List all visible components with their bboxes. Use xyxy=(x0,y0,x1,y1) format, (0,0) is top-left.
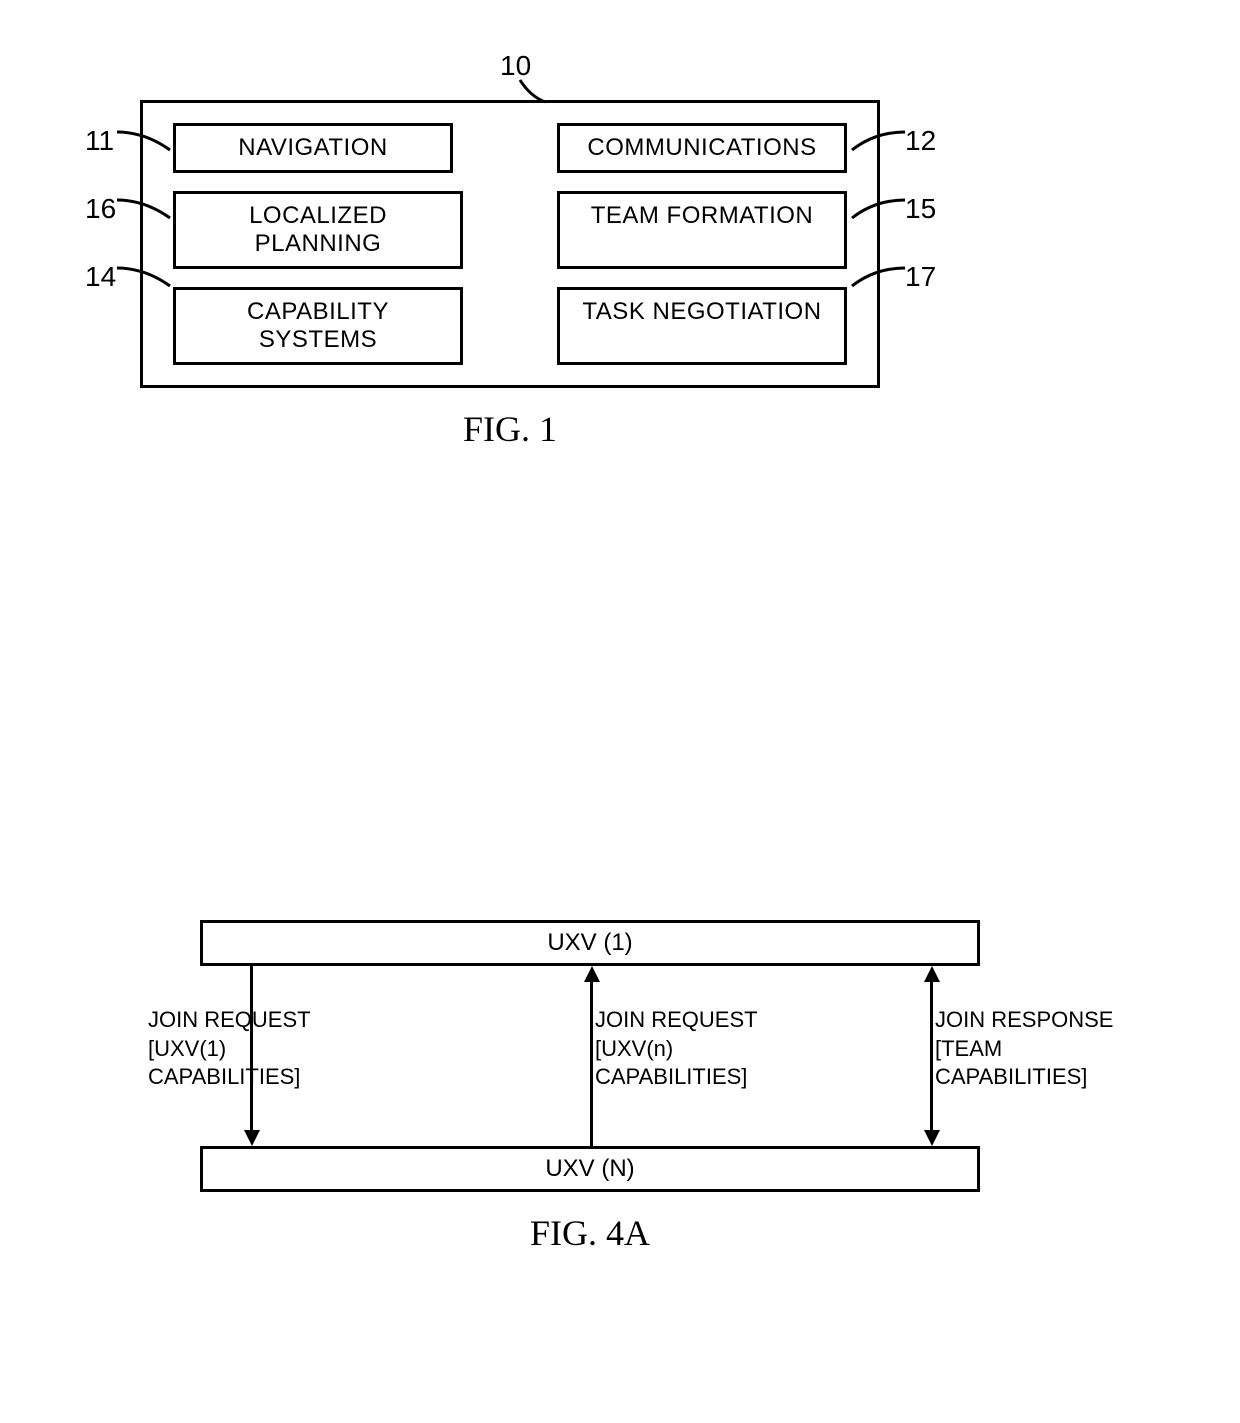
module-communications: COMMUNICATIONS xyxy=(557,123,847,173)
module-capability-systems: CAPABILITY SYSTEMS xyxy=(173,287,463,365)
msg3-line2: [TEAM xyxy=(935,1035,1145,1064)
msg1-line3: CAPABILITIES] xyxy=(148,1063,348,1092)
ref-label-17: 17 xyxy=(905,261,936,293)
fig1-row-3: CAPABILITY SYSTEMS TASK NEGOTIATION xyxy=(173,287,847,365)
arrow-head-2 xyxy=(584,966,600,982)
figure-1: 10 NAVIGATION COMMUNICATIONS LOCALIZED P… xyxy=(110,100,910,450)
module-team-formation: TEAM FORMATION xyxy=(557,191,847,269)
fig4a-top-bar: UXV (1) xyxy=(200,920,980,966)
msg3-line1: JOIN RESPONSE xyxy=(935,1006,1145,1035)
msg-join-request-1: JOIN REQUEST [UXV(1) CAPABILITIES] xyxy=(148,1006,348,1092)
arrow-head-1 xyxy=(244,1130,260,1146)
ref-label-10: 10 xyxy=(500,50,531,82)
arrow-join-response xyxy=(930,982,933,1130)
msg2-line1: JOIN REQUEST xyxy=(595,1006,805,1035)
msg1-line2: [UXV(1) xyxy=(148,1035,348,1064)
arrow-head-3-down xyxy=(924,1130,940,1146)
ref-label-16: 16 xyxy=(85,193,116,225)
ref-label-14: 14 xyxy=(85,261,116,293)
fig1-caption: FIG. 1 xyxy=(140,408,880,450)
ref-label-12: 12 xyxy=(905,125,936,157)
ref-label-15: 15 xyxy=(905,193,936,225)
msg1-line1: JOIN REQUEST xyxy=(148,1006,348,1035)
fig4a-caption: FIG. 4A xyxy=(200,1212,980,1254)
fig4a-message-area: JOIN REQUEST [UXV(1) CAPABILITIES] JOIN … xyxy=(200,966,980,1146)
msg-join-response: JOIN RESPONSE [TEAM CAPABILITIES] xyxy=(935,1006,1145,1092)
fig1-row-1: NAVIGATION COMMUNICATIONS xyxy=(173,123,847,173)
fig1-container: NAVIGATION COMMUNICATIONS LOCALIZED PLAN… xyxy=(140,100,880,388)
msg-join-request-n: JOIN REQUEST [UXV(n) CAPABILITIES] xyxy=(595,1006,805,1092)
module-task-negotiation: TASK NEGOTIATION xyxy=(557,287,847,365)
fig4a-bottom-bar: UXV (N) xyxy=(200,1146,980,1192)
msg3-line3: CAPABILITIES] xyxy=(935,1063,1145,1092)
figure-4a: UXV (1) JOIN REQUEST [UXV(1) CAPABILITIE… xyxy=(200,920,1020,1254)
msg2-line3: CAPABILITIES] xyxy=(595,1063,805,1092)
ref-label-11: 11 xyxy=(85,125,114,157)
msg2-line2: [UXV(n) xyxy=(595,1035,805,1064)
module-localized-planning: LOCALIZED PLANNING xyxy=(173,191,463,269)
arrow-join-request-n xyxy=(590,982,593,1146)
fig1-row-2: LOCALIZED PLANNING TEAM FORMATION xyxy=(173,191,847,269)
arrow-head-3-up xyxy=(924,966,940,982)
module-navigation: NAVIGATION xyxy=(173,123,453,173)
